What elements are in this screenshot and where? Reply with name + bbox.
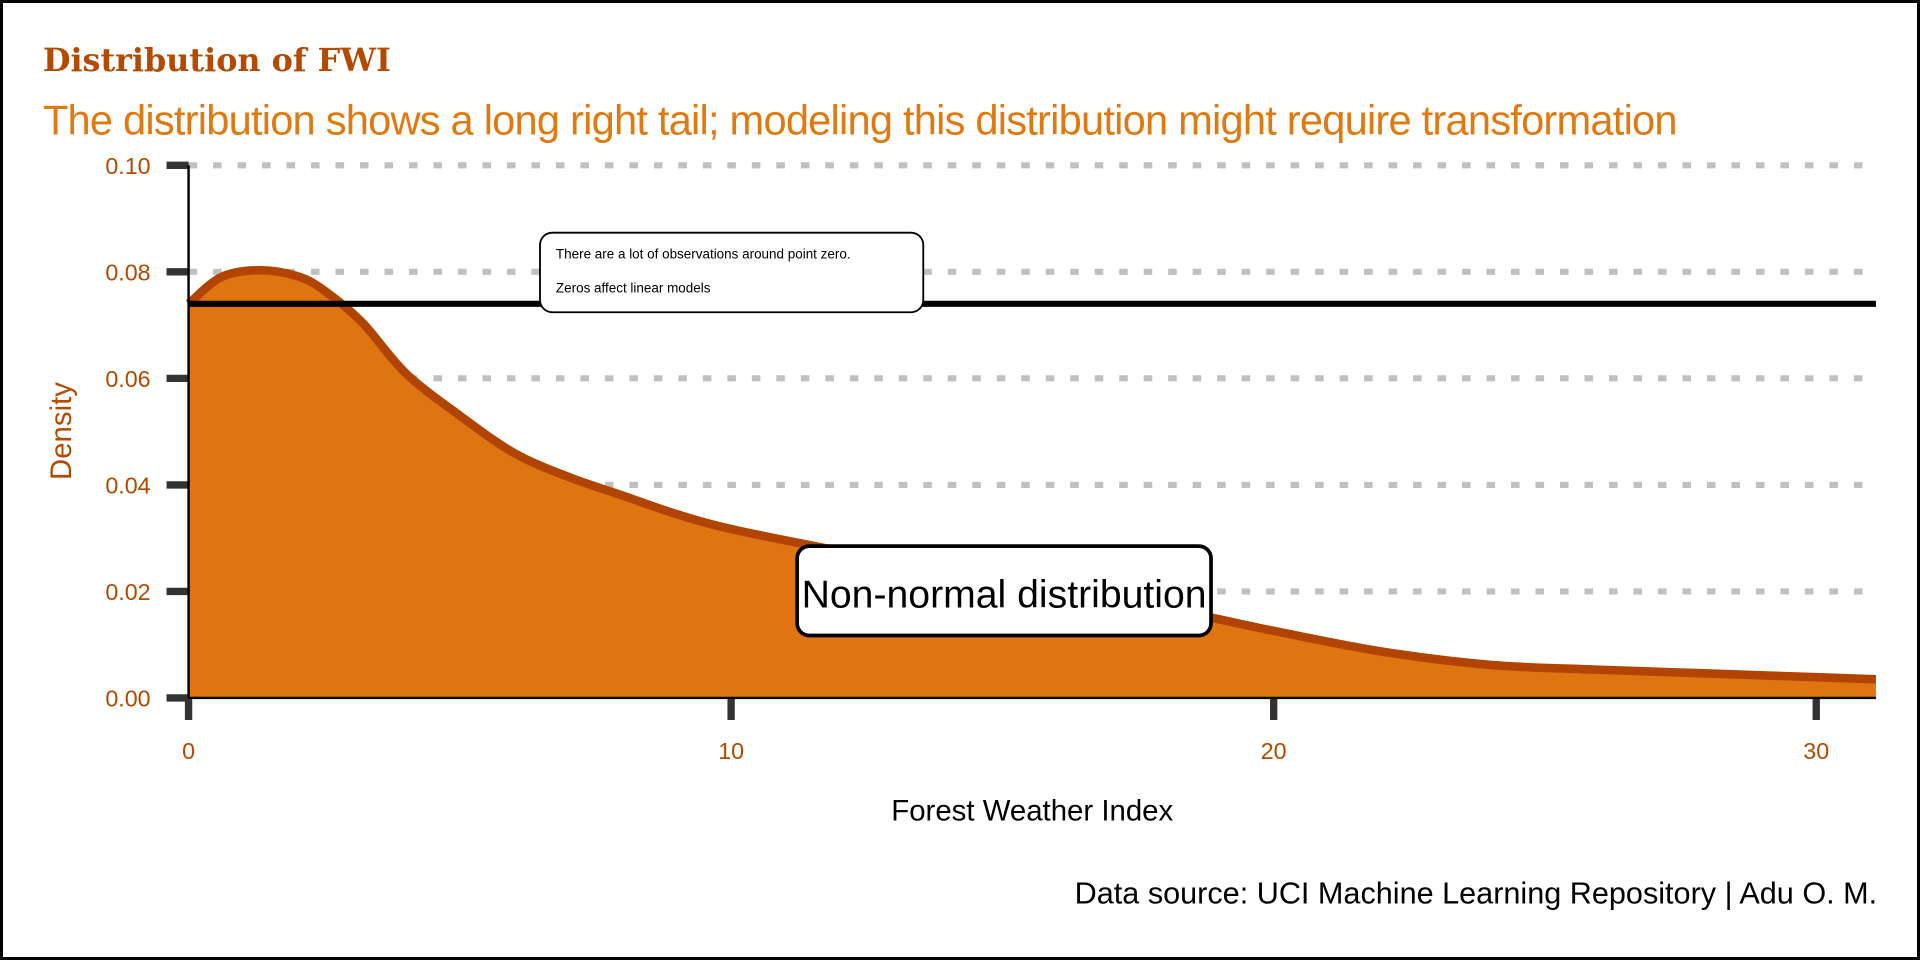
- y-tick-label: 0.10: [105, 153, 150, 179]
- y-tick-label: 0.00: [105, 686, 150, 712]
- y-tick-label: 0.08: [105, 259, 150, 285]
- annotation-non-normal: Non-normal distribution: [795, 544, 1213, 638]
- caption: Data source: UCI Machine Learning Reposi…: [1075, 877, 1877, 911]
- label-text: Non-normal distribution: [802, 573, 1207, 616]
- y-tick-label: 0.06: [105, 366, 150, 392]
- x-tick-label: 10: [718, 738, 744, 764]
- chart-subtitle: The distribution shows a long right tail…: [43, 97, 1678, 144]
- y-axis-label: Density: [45, 382, 78, 480]
- annotation-line-2: Zeros affect linear models: [556, 281, 711, 296]
- x-axis-label: Forest Weather Index: [891, 794, 1173, 827]
- annotation-line-1: There are a lot of observations around p…: [556, 246, 851, 261]
- density-curve: [185, 265, 1877, 684]
- annotation-zeros: There are a lot of observations around p…: [539, 231, 925, 314]
- density-area: [188, 270, 1876, 698]
- label-box: [795, 544, 1213, 638]
- annotation-box: [539, 231, 925, 314]
- chart-title: Distribution of FWI: [43, 41, 391, 79]
- x-tick-label: 20: [1261, 738, 1287, 764]
- y-tick-label: 0.02: [105, 579, 150, 605]
- y-tick-label: 0.04: [105, 472, 150, 498]
- x-tick-label: 0: [182, 738, 195, 764]
- x-tick-label: 30: [1803, 738, 1829, 764]
